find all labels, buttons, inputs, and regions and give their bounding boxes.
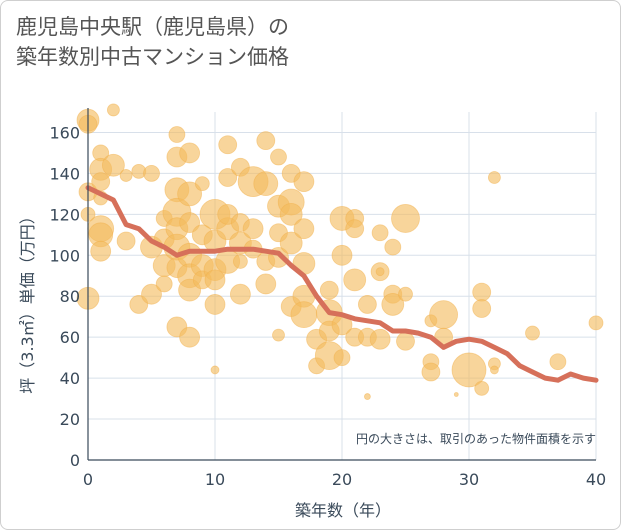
data-bubble [255,273,277,295]
data-bubble [474,380,490,396]
data-bubble [253,171,279,197]
data-bubble [102,153,125,177]
tick-labels: 0 20 40 60 80 100 120 140 160 0 10 20 30 40 [49,123,606,489]
data-bubble [472,282,492,302]
data-bubble [90,240,112,262]
y-tick-label: 120 [49,205,80,224]
data-bubble [107,103,120,117]
data-bubble [429,300,459,330]
data-bubble [91,172,111,192]
data-bubble [177,181,203,207]
data-bubble [232,254,248,269]
data-bubble [242,218,264,240]
data-bubble [345,219,365,239]
data-bubble [396,331,415,351]
data-bubble [155,275,173,293]
data-bubble [391,204,420,233]
x-tick-label: 0 [83,470,93,489]
data-bubble [451,352,487,388]
data-bubble [371,224,389,242]
data-bubble [375,267,385,277]
data-bubble [487,171,501,184]
data-bubble [357,295,377,314]
data-bubble [290,301,318,329]
data-bubble [279,202,303,226]
data-bubble [194,176,210,192]
x-tick-label: 40 [586,470,606,489]
data-bubble [141,283,162,305]
data-bubble [143,165,160,182]
data-bubble [218,168,238,187]
trend-line-layer [85,185,599,383]
data-bubble [272,328,285,342]
y-tick-label: 60 [60,328,80,347]
chart-note: 円の大きさは、取引のあった物件面積を示す [356,431,596,446]
data-bubble [369,328,391,350]
data-bubble [472,299,492,318]
data-bubble [343,268,367,292]
data-bubble [256,131,276,151]
data-bubble [549,353,567,371]
y-tick-label: 80 [60,287,80,306]
y-tick-label: 140 [49,164,80,183]
x-tick-label: 30 [459,470,479,489]
data-bubble [381,293,405,316]
data-bubble [421,362,441,382]
data-bubble [179,142,201,164]
data-bubble [229,283,251,305]
data-bubble [204,294,226,315]
data-bubble [453,392,459,397]
data-bubble [489,365,499,375]
y-axis-title: 坪（3.3㎡）単価（万円） [18,208,37,393]
data-bubble [331,244,353,266]
chart-title-line-2: 築年数別中古マンション価格 [16,45,289,69]
x-tick-label: 20 [332,470,352,489]
chart-title-line-1: 鹿児島中央駅（鹿児島県）の [16,15,289,39]
y-tick-label: 40 [60,369,80,388]
y-tick-label: 100 [49,246,80,265]
data-bubble [179,326,201,348]
y-tick-label: 0 [70,451,80,470]
x-axis-title: 築年数（年） [295,501,391,520]
data-bubble [119,169,133,182]
median-price-line [85,185,599,383]
data-bubble [293,218,315,240]
data-bubble [218,135,238,155]
axes [87,108,596,461]
data-bubble [270,148,287,166]
data-bubble [179,212,201,233]
data-bubble [525,325,540,341]
data-bubble [279,231,303,255]
data-bubble [363,393,371,400]
data-bubble [384,238,402,256]
bubble-layer [76,103,604,400]
y-tick-label: 160 [49,123,80,142]
data-bubble [398,286,413,302]
x-tick-label: 10 [205,470,225,489]
chart-title: 鹿児島中央駅（鹿児島県）の 築年数別中古マンション価格 [16,12,289,72]
y-tick-label: 20 [60,410,80,429]
data-bubble [204,269,226,291]
data-bubble [333,349,351,367]
data-bubble [588,315,604,331]
data-bubble [168,126,186,143]
data-bubble [293,171,315,193]
data-bubble [116,231,136,251]
data-bubble [319,280,339,300]
data-bubble [210,365,220,375]
